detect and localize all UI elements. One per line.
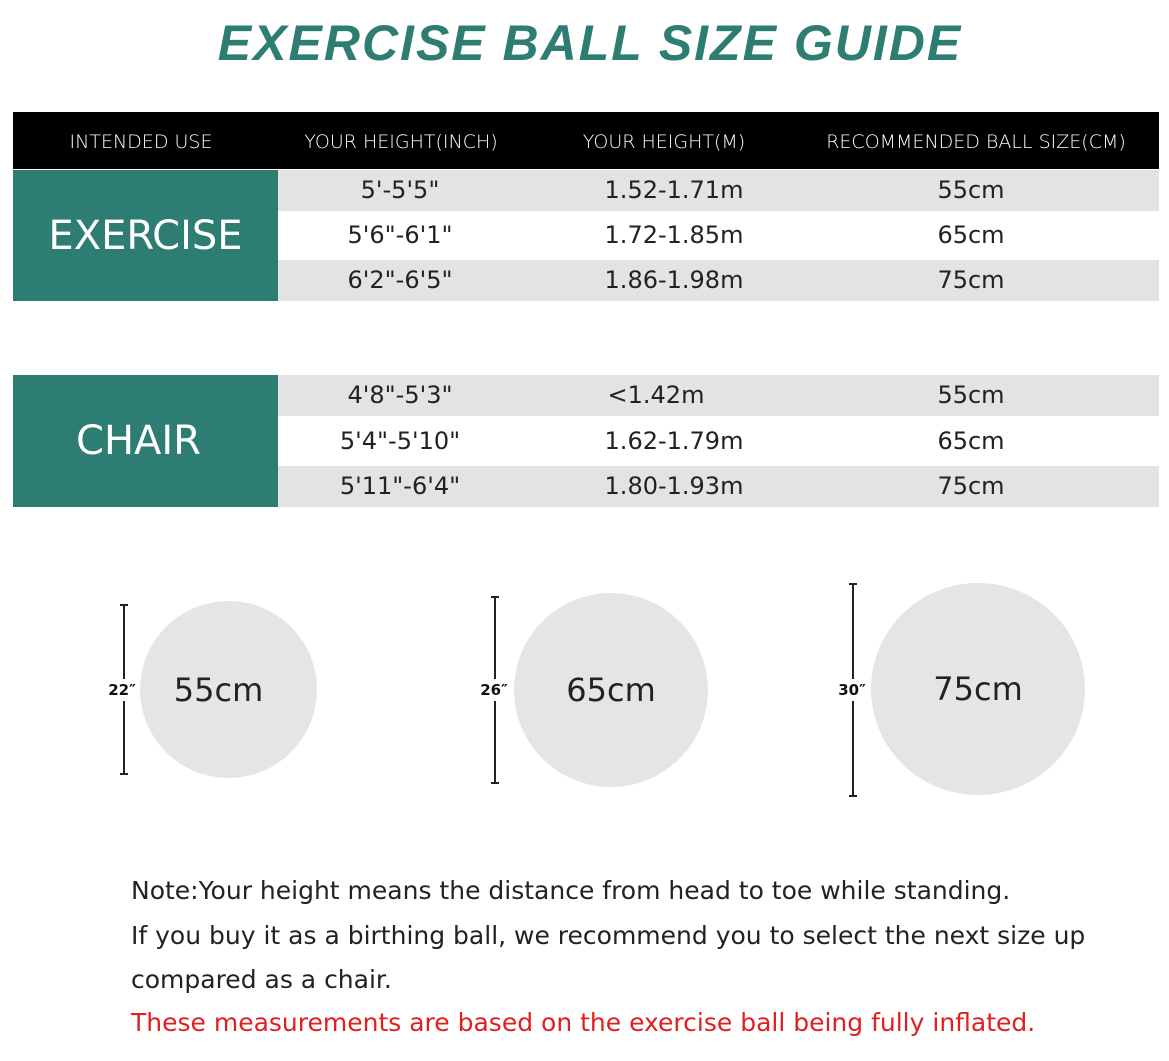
cell-size: 75cm bbox=[937, 266, 1005, 294]
cell-inch: 6'2"-6'5" bbox=[347, 266, 453, 294]
cell-m: 1.86-1.98m bbox=[604, 266, 744, 294]
header-ball-size: RECOMMENDED BALL SIZE(CM) bbox=[826, 131, 1126, 153]
ball-65cm: 65cm bbox=[514, 593, 708, 787]
cell-size: 65cm bbox=[937, 221, 1005, 249]
note-line-2: If you buy it as a birthing ball, we rec… bbox=[131, 921, 1086, 950]
cell-size: 75cm bbox=[937, 472, 1005, 500]
ball-label: 75cm bbox=[933, 670, 1023, 708]
note-line-3: compared as a chair. bbox=[131, 965, 392, 994]
table-row: 5'4"-5'10" 1.62-1.79m 65cm bbox=[278, 416, 1159, 466]
table-row: 5'11"-6'4" 1.80-1.93m 75cm bbox=[278, 466, 1159, 507]
cell-inch: 5'6"-6'1" bbox=[347, 221, 453, 249]
table-row: 5'6"-6'1" 1.72-1.85m 65cm bbox=[278, 211, 1159, 260]
cell-m: 1.52-1.71m bbox=[604, 176, 744, 204]
cell-inch: 4'8"-5'3" bbox=[347, 381, 453, 409]
ball-75cm: 75cm bbox=[871, 583, 1085, 795]
ball-label: 55cm bbox=[173, 670, 264, 709]
ball-55cm: 55cm bbox=[140, 601, 317, 778]
cell-inch: 5'4"-5'10" bbox=[339, 427, 461, 455]
height-label: 22″ bbox=[108, 679, 136, 701]
height-label: 30″ bbox=[838, 679, 866, 701]
height-label: 26″ bbox=[480, 679, 508, 701]
cell-inch: 5'-5'5" bbox=[360, 176, 440, 204]
use-cell-chair: CHAIR bbox=[13, 375, 278, 507]
cell-m: 1.72-1.85m bbox=[604, 221, 744, 249]
note-line-1: Note:Your height means the distance from… bbox=[131, 876, 1011, 905]
cell-size: 55cm bbox=[937, 176, 1005, 204]
page-title: EXERCISE BALL SIZE GUIDE bbox=[217, 15, 963, 71]
header-height-inch: YOUR HEIGHT(INCH) bbox=[304, 131, 498, 153]
cell-m: 1.80-1.93m bbox=[604, 472, 744, 500]
header-height-m: YOUR HEIGHT(M) bbox=[582, 131, 746, 153]
cell-m: <1.42m bbox=[607, 381, 705, 409]
cell-inch: 5'11"-6'4" bbox=[339, 472, 461, 500]
cell-size: 55cm bbox=[937, 381, 1005, 409]
ball-label: 65cm bbox=[566, 671, 656, 709]
use-cell-exercise: EXERCISE bbox=[13, 170, 278, 301]
header-intended-use: INTENDED USE bbox=[69, 131, 213, 153]
table-row: 4'8"-5'3" <1.42m 55cm bbox=[278, 375, 1159, 416]
cell-size: 65cm bbox=[937, 427, 1005, 455]
table-row: 6'2"-6'5" 1.86-1.98m 75cm bbox=[278, 260, 1159, 301]
warning-note: These measurements are based on the exer… bbox=[131, 1008, 1036, 1037]
table-row: 5'-5'5" 1.52-1.71m 55cm bbox=[278, 170, 1159, 211]
cell-m: 1.62-1.79m bbox=[604, 427, 744, 455]
table-header: INTENDED USE YOUR HEIGHT(INCH) YOUR HEIG… bbox=[13, 112, 1159, 169]
